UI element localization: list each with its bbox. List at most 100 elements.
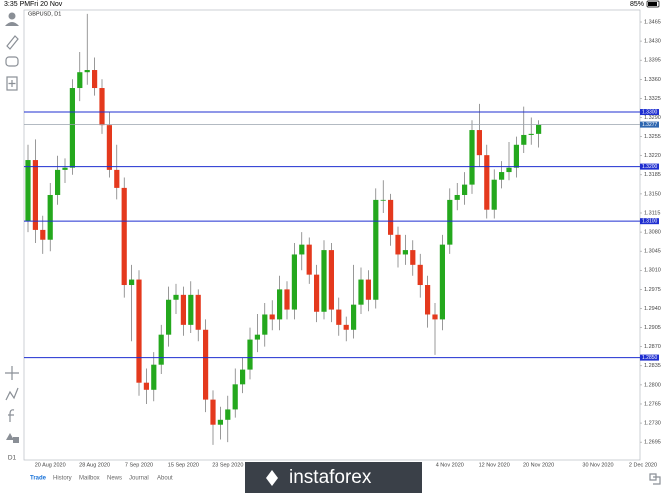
x-tick-label: 12 Nov 2020 [479,462,510,468]
indicators-icon[interactable] [5,387,19,401]
edit-icon[interactable] [6,35,19,50]
candle-body [291,254,297,310]
crosshair-icon[interactable] [5,366,19,380]
bid-label: 1.3277 [642,122,658,128]
candle-body [232,384,238,410]
candle-body [328,250,334,310]
tab[interactable]: News [107,476,122,482]
candle-body [210,399,216,425]
candle-body [499,172,505,180]
candle-body [284,289,290,310]
y-tick-label: 1.2975 [644,287,661,293]
candle-body [180,294,186,325]
candle-body [114,169,120,188]
candle-body [99,88,105,126]
new-order-plus [8,80,16,87]
layout-icon[interactable] [649,473,661,485]
candle-body [417,264,423,286]
candle-body [528,133,534,135]
y-tick-label: 1.2800 [644,382,661,388]
x-tick-label: 20 Nov 2020 [523,462,554,468]
y-tick-label: 1.2870 [644,344,661,350]
battery-icon [646,0,660,8]
level-label: 1.3300 [642,109,658,115]
candle-body [365,279,371,300]
y-tick-label: 1.3220 [644,153,661,159]
candle-body [410,250,416,265]
candle-body [336,309,342,325]
candle-body [203,329,209,400]
y-tick-label: 1.3255 [644,134,661,140]
candle-body [188,294,194,325]
battery-level [648,2,657,6]
candle-body [425,285,431,315]
candle-body [395,234,401,255]
candle-body [491,179,497,210]
function-icon[interactable] [8,409,15,422]
candle-body [240,369,246,385]
candle-body [32,160,38,230]
y-tick-label: 1.2695 [644,440,661,446]
candle-body [166,299,172,335]
level-label: 1.3200 [642,164,658,170]
x-tick-label: 4 Nov 2020 [436,462,464,468]
level-label: 1.3100 [642,219,658,225]
tab[interactable]: Journal [129,476,149,482]
candle-body [247,339,253,370]
candle-body [469,130,475,185]
new-order-icon[interactable] [6,76,18,91]
candle-body [476,130,482,156]
candle-body [506,167,512,173]
candle-body [77,72,83,89]
candle-body [92,70,98,89]
left-toolbar: D1 [5,12,19,462]
candle-body [173,294,179,300]
candle-body [269,314,275,320]
x-tick-label: 30 Nov 2020 [582,462,613,468]
tab[interactable]: History [53,476,72,482]
y-tick-label: 1.2835 [644,363,661,369]
candle-body [55,169,61,195]
tab[interactable]: Trade [30,476,47,482]
candle-body [121,187,127,286]
level-label-box [640,163,659,170]
timeframe-button[interactable]: D1 [8,455,17,462]
candle-body [254,334,260,340]
candle-body [380,199,386,201]
candle-body [373,199,379,300]
x-tick-label: 20 Aug 2020 [35,462,66,468]
candle-body [447,199,453,245]
candle-body [217,419,223,425]
chat-icon[interactable] [5,56,19,67]
y-tick-label: 1.2730 [644,421,661,427]
account-icon[interactable] [8,12,16,20]
candle-body [129,279,135,286]
y-tick-label: 1.3115 [644,210,660,216]
y-tick-label: 1.3325 [644,96,661,102]
tab[interactable]: About [157,476,173,482]
candle-body [195,294,201,330]
level-label-box [640,109,659,116]
candle-body [151,364,157,390]
chart-frame [23,9,641,461]
candle-body [47,194,53,240]
candle-body [62,167,68,170]
candle-body [402,250,408,255]
y-tick-label: 1.3360 [644,77,661,83]
battery-percent: 85% [630,1,644,8]
candle-body [225,409,231,420]
y-tick-label: 1.3150 [644,191,661,197]
x-tick-label: 7 Sep 2020 [125,462,153,468]
tab[interactable]: Mailbox [79,476,100,482]
x-tick-label: 23 Sep 2020 [212,462,243,468]
status-time: 3:35 PM [4,1,30,8]
y-tick-label: 1.2765 [644,401,661,407]
candle-body [358,279,364,305]
watermark-logo [266,470,278,486]
candle-body [262,314,268,335]
objects-icon[interactable] [6,433,19,443]
x-tick-label: 2 Dec 2020 [629,462,657,468]
candle-body [388,199,394,235]
candle-body [277,289,283,320]
